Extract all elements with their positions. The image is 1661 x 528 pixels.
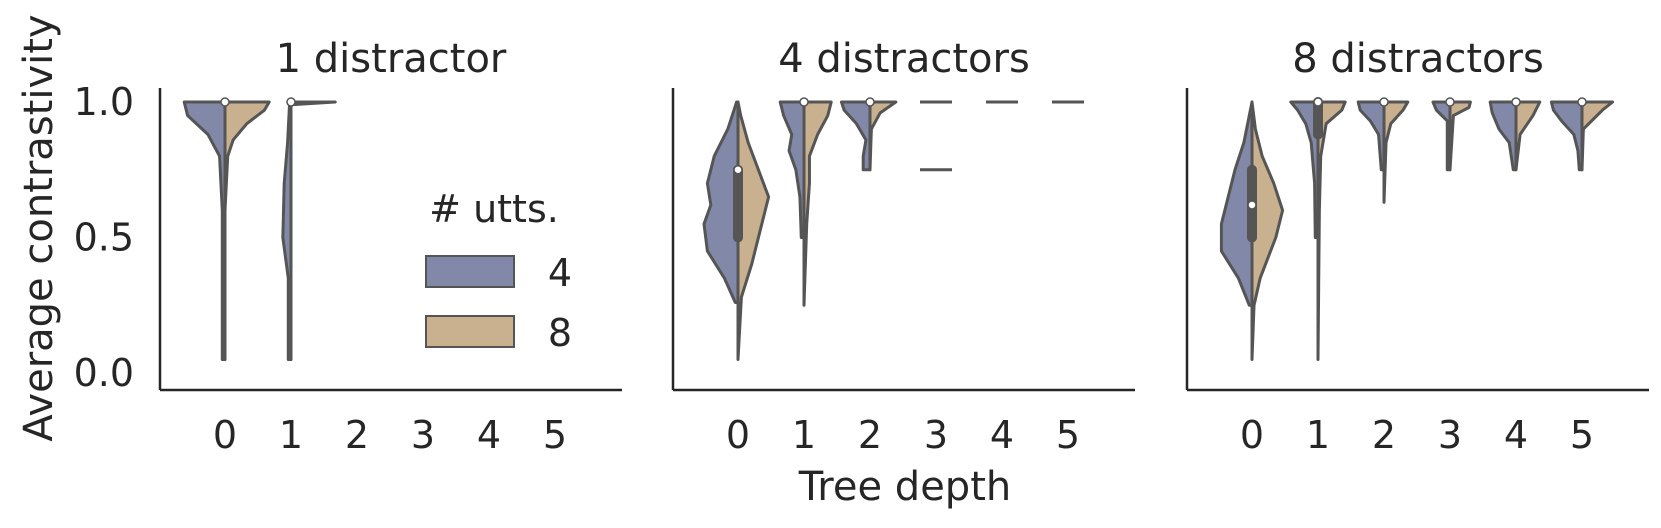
panel-2: 4 distractors 0 1 2 3 4 5: [671, 36, 1135, 457]
x-tick-label: 3: [1438, 413, 1462, 457]
violin-half-8-utts: [868, 100, 898, 172]
violin-half-4-utts: [839, 100, 872, 172]
legend-swatch-4: [425, 255, 515, 288]
violin-depth-0: [1219, 100, 1285, 361]
panel-title: 4 distractors: [778, 36, 1030, 82]
violin-median: [1445, 97, 1455, 107]
y-axis-label: Average contrastivity: [16, 14, 62, 441]
violin-half-4-utts: [1219, 100, 1254, 307]
x-tick-label: 1: [1306, 413, 1330, 457]
violin-depth-1: [1289, 97, 1347, 361]
panel-3: 8 distractors 0 1 2 3 4 5: [1185, 36, 1649, 457]
violin-half-4-utts: [182, 100, 227, 361]
legend-label-8: 8: [548, 311, 572, 355]
violin-median: [220, 97, 230, 107]
violin-half-8-utts: [1382, 100, 1410, 204]
violin-depth-0: [182, 97, 271, 361]
violin-median: [1511, 97, 1521, 107]
violin-half-4-utts: [1356, 100, 1386, 172]
violin-depth-1: [281, 97, 337, 361]
violin-half-8-utts: [1448, 100, 1472, 172]
y-tick-label: 0.5: [74, 216, 134, 260]
violin-median: [1379, 97, 1389, 107]
violin-median: [799, 97, 809, 107]
violin-depth-3: [920, 100, 952, 172]
violin-depth-3: [1431, 97, 1472, 172]
violin-depth-1: [778, 97, 833, 307]
violin-half-8-utts: [289, 100, 337, 361]
x-tick-label: 4: [1504, 413, 1528, 457]
legend-title: # utts.: [429, 187, 559, 231]
violin-half-4-utts: [1431, 100, 1452, 172]
violin-half-4-utts: [778, 100, 806, 239]
x-tick-label: 1: [279, 413, 303, 457]
x-tick-label: 2: [858, 413, 882, 457]
x-tick-label: 4: [477, 413, 501, 457]
violin-median: [733, 165, 743, 175]
x-tick-label: 4: [990, 413, 1014, 457]
violin-depth-4: [1488, 97, 1542, 172]
violin-half-4-utts: [1488, 100, 1518, 172]
violin-depth-5: [1549, 97, 1615, 172]
legend-label-4: 4: [548, 251, 572, 295]
y-tick-label: 0.0: [74, 351, 134, 395]
violin-half-8-utts: [1316, 100, 1347, 361]
violin-half-4-utts: [702, 100, 740, 305]
x-tick-label: 5: [543, 413, 567, 457]
violin-half-4-utts: [1289, 100, 1320, 239]
violin-half-8-utts: [223, 100, 271, 361]
violin-median: [1577, 97, 1587, 107]
panel-title: 8 distractors: [1292, 36, 1544, 82]
x-axis-label: Tree depth: [798, 464, 1011, 510]
x-tick-label: 2: [345, 413, 369, 457]
x-tick-label: 3: [411, 413, 435, 457]
violin-median: [1247, 200, 1257, 210]
violin-depth-2: [839, 97, 898, 172]
legend: # utts. 4 8: [425, 187, 572, 355]
x-tick-label: 0: [1240, 413, 1264, 457]
violin-half-4-utts: [1549, 100, 1584, 172]
x-tick-label: 0: [213, 413, 237, 457]
x-tick-label: 2: [1372, 413, 1396, 457]
violin-half-8-utts: [1580, 100, 1615, 172]
violin-half-8-utts: [802, 100, 833, 307]
violin-median: [1313, 97, 1323, 107]
x-tick-label: 5: [1570, 413, 1594, 457]
violin-half-8-utts: [1250, 100, 1285, 361]
x-tick-label: 3: [924, 413, 948, 457]
legend-swatch-8: [425, 315, 515, 348]
violin-depth-0: [702, 100, 771, 361]
y-tick-label: 1.0: [74, 80, 134, 124]
panel-title: 1 distractor: [276, 36, 507, 82]
violin-median: [286, 97, 296, 107]
x-tick-label: 1: [792, 413, 816, 457]
violin-depth-2: [1356, 97, 1410, 204]
violin-half-8-utts: [1514, 100, 1542, 172]
x-tick-label: 5: [1056, 413, 1080, 457]
violin-median: [865, 97, 875, 107]
x-tick-label: 0: [726, 413, 750, 457]
